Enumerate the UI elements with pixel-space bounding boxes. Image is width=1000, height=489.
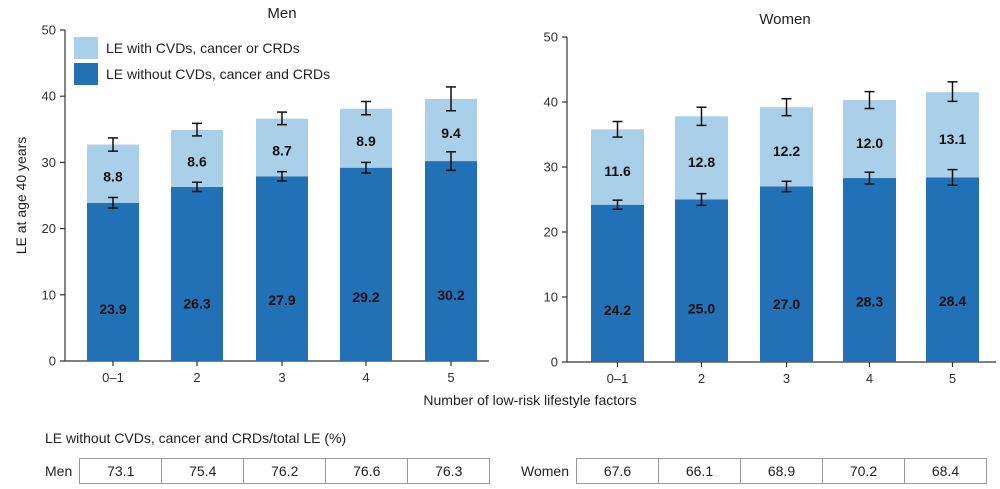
x-tick-label: 4: [362, 370, 369, 385]
bar-le-without-disease: [760, 186, 813, 362]
men-ratio-row: Men 73.1 75.4 76.2 76.6 76.3: [45, 458, 491, 484]
men-ratio-cell: 76.3: [407, 458, 491, 484]
data-label: 11.6: [604, 163, 631, 179]
y-tick-label: 20: [544, 225, 558, 240]
data-label: 12.8: [688, 154, 715, 170]
data-label: 23.9: [99, 301, 126, 317]
women-ratio-row: Women 67.6 66.1 68.9 70.2 68.4: [521, 458, 987, 484]
women-ratio-cell: 67.6: [575, 458, 659, 484]
bar-le-with-disease: [675, 116, 728, 200]
x-tick-label: 2: [698, 371, 705, 386]
legend-swatch-without-disease: [74, 63, 98, 85]
y-tick-label: 0: [551, 355, 558, 370]
women-row-label: Women: [521, 463, 569, 479]
data-label: 26.3: [183, 296, 210, 312]
bar-le-with-disease: [87, 144, 139, 203]
data-label: 24.2: [604, 302, 631, 318]
data-label: 28.3: [856, 293, 883, 309]
data-label: 12.0: [856, 135, 883, 151]
x-tick-label: 2: [193, 370, 200, 385]
x-tick-label: 5: [447, 370, 454, 385]
bar-le-without-disease: [340, 167, 392, 361]
bar-le-with-disease: [760, 107, 813, 187]
y-tick-label: 50: [42, 23, 56, 38]
data-label: 8.7: [272, 142, 292, 158]
data-label: 27.9: [268, 292, 295, 308]
chart-canvas: 01020304050Men23.98.80–126.38.6227.98.73…: [13, 5, 996, 408]
bar-le-without-disease: [675, 199, 728, 362]
bar-le-with-disease: [843, 100, 896, 179]
panel-title: Men: [267, 5, 296, 22]
bar-le-without-disease: [425, 161, 477, 361]
x-tick-label: 0–1: [102, 370, 124, 385]
bar-le-without-disease: [256, 176, 308, 361]
table-caption: LE without CVDs, cancer and CRDs/total L…: [45, 430, 347, 446]
bar-le-without-disease: [843, 178, 896, 362]
y-tick-label: 40: [544, 95, 558, 110]
bar-le-without-disease: [926, 177, 979, 362]
data-label: 8.9: [356, 133, 376, 149]
y-tick-label: 0: [49, 354, 56, 369]
women-ratio-cell: 70.2: [821, 458, 905, 484]
men-ratio-cell: 76.2: [243, 458, 327, 484]
y-tick-label: 20: [42, 221, 56, 236]
x-axis-title: Number of low-risk lifestyle factors: [423, 392, 636, 408]
panel-title: Women: [759, 11, 810, 28]
bar-le-without-disease: [591, 204, 644, 362]
data-label: 8.8: [103, 169, 123, 185]
bar-le-with-disease: [340, 108, 392, 168]
x-tick-label: 3: [278, 370, 285, 385]
bar-le-with-disease: [256, 118, 308, 177]
legend-label: LE with CVDs, cancer or CRDs: [106, 40, 300, 56]
y-tick-label: 50: [544, 30, 558, 45]
bar-le-with-disease: [926, 92, 979, 178]
y-tick-label: 40: [42, 89, 56, 104]
data-label: 28.4: [939, 293, 966, 309]
men-ratio-cell: 73.1: [79, 458, 163, 484]
women-ratio-cell: 68.9: [739, 458, 823, 484]
data-label: 29.2: [352, 289, 379, 305]
x-tick-label: 0–1: [607, 371, 629, 386]
x-tick-label: 4: [866, 371, 873, 386]
bar-le-with-disease: [171, 129, 223, 187]
y-tick-label: 30: [42, 155, 56, 170]
women-ratio-cell: 66.1: [657, 458, 741, 484]
legend-swatch-with-disease: [74, 37, 98, 59]
men-ratio-cell: 76.6: [325, 458, 409, 484]
y-axis-title: LE at age 40 years: [13, 137, 29, 255]
y-tick-label: 10: [544, 290, 558, 305]
bar-le-without-disease: [171, 186, 223, 361]
bar-le-without-disease: [87, 202, 139, 361]
data-label: 9.4: [441, 125, 461, 141]
men-ratio-cell: 75.4: [161, 458, 245, 484]
data-label: 12.2: [773, 143, 800, 159]
x-tick-label: 3: [783, 371, 790, 386]
bar-le-with-disease: [591, 129, 644, 205]
men-row-label: Men: [45, 463, 73, 479]
y-tick-label: 30: [544, 160, 558, 175]
data-label: 27.0: [773, 296, 800, 312]
y-tick-label: 10: [42, 287, 56, 302]
data-label: 8.6: [187, 153, 207, 169]
data-label: 30.2: [437, 287, 464, 303]
data-label: 13.1: [939, 131, 966, 147]
legend-label: LE without CVDs, cancer and CRDs: [106, 66, 330, 82]
data-label: 25.0: [688, 300, 715, 316]
x-tick-label: 5: [949, 371, 956, 386]
women-ratio-cell: 68.4: [903, 458, 987, 484]
